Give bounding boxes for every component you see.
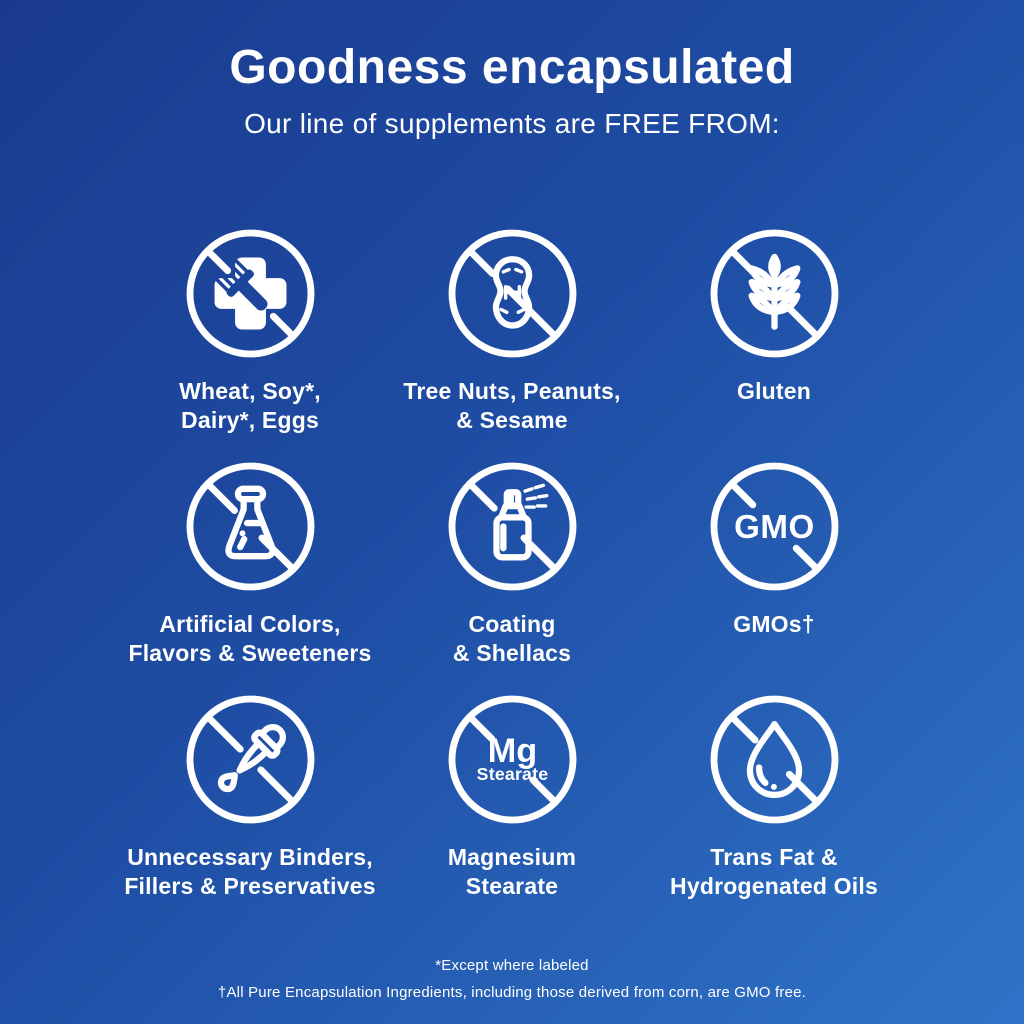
grid-item-tree-nuts: Tree Nuts, Peanuts, & Sesame <box>381 225 643 458</box>
no-tree-nuts-icon <box>448 229 576 358</box>
footnotes: *Except where labeled †All Pure Encapsul… <box>218 956 806 1024</box>
gmo-icon-text: GMO <box>734 509 815 546</box>
grid-item-binders: Unnecessary Binders, Fillers & Preservat… <box>119 691 381 924</box>
grid-item-label: Wheat, Soy*, Dairy*, Eggs <box>179 377 321 433</box>
grid-item-label: GMOs† <box>733 610 815 637</box>
page-subtitle: Our line of supplements are FREE FROM: <box>244 108 780 140</box>
no-mg-stearate-icon: Mg Stearate <box>448 695 576 824</box>
no-gmo-icon: GMO <box>710 462 838 591</box>
no-trans-fat-icon <box>710 695 838 824</box>
page-title: Goodness encapsulated <box>229 41 795 94</box>
footnote-dagger: †All Pure Encapsulation Ingredients, inc… <box>217 983 807 1001</box>
grid-item-allergens: Wheat, Soy*, Dairy*, Eggs <box>119 225 381 458</box>
no-coating-icon <box>448 462 576 591</box>
grid-item-gmos: GMO GMOs† <box>643 458 905 691</box>
mg-icon-text: Mg <box>487 732 536 770</box>
no-binders-icon <box>186 695 314 824</box>
grid-item-artificial-colors: Artificial Colors, Flavors & Sweeteners <box>119 458 381 691</box>
grid-item-label: Magnesium Stearate <box>447 843 577 899</box>
grid-item-label: Unnecessary Binders, Fillers & Preservat… <box>124 843 376 899</box>
grid-item-mg-stearate: Mg Stearate Magnesium Stearate <box>381 691 643 924</box>
grid-item-trans-fat: Trans Fat & Hydrogenated Oils <box>643 691 905 924</box>
no-artificial-colors-icon <box>186 462 314 591</box>
no-gluten-icon <box>710 229 838 358</box>
no-allergens-icon <box>186 229 314 358</box>
grid-item-label: Artificial Colors, Flavors & Sweeteners <box>128 610 372 666</box>
grid-item-gluten: Gluten <box>643 225 905 458</box>
grid-item-label: Trans Fat & Hydrogenated Oils <box>670 843 878 899</box>
grid-item-coating: Coating & Shellacs <box>381 458 643 691</box>
footnote-asterisk: *Except where labeled <box>435 957 589 974</box>
grid-item-label: Tree Nuts, Peanuts, & Sesame <box>403 377 621 433</box>
free-from-grid: Wheat, Soy*, Dairy*, Eggs Tree Nuts, Pea… <box>119 225 905 924</box>
grid-item-label: Coating & Shellacs <box>452 610 572 666</box>
stearate-icon-text: Stearate <box>476 764 548 784</box>
grid-item-label: Gluten <box>736 377 812 404</box>
